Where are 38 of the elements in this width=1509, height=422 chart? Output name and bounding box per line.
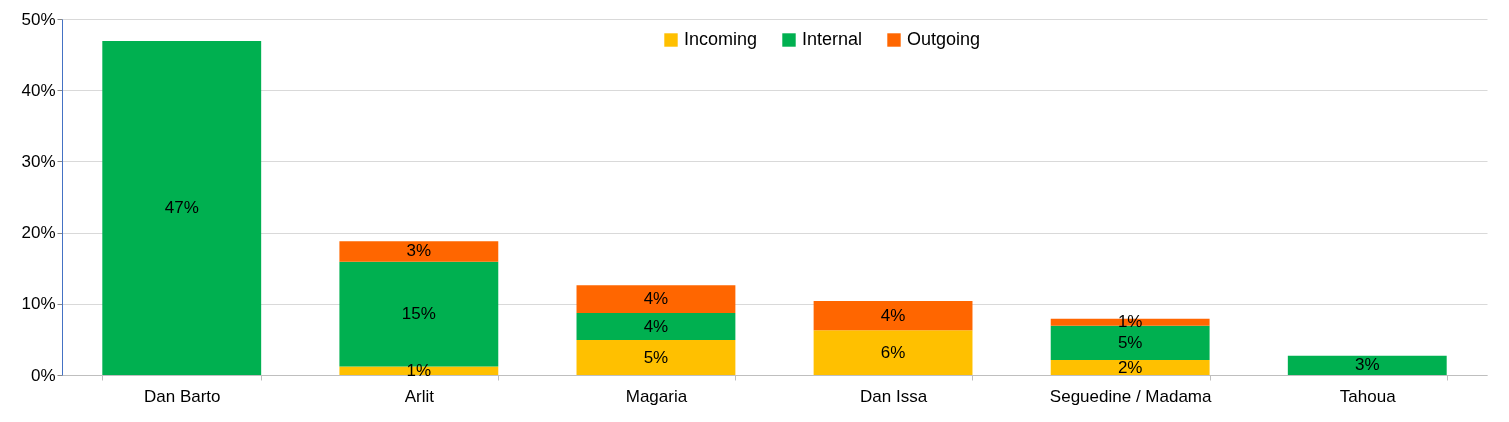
data-label: 4% [880,305,906,325]
data-label: 15% [401,304,436,324]
data-label: 47% [164,198,199,218]
data-label: 6% [880,342,906,362]
bar [1050,360,1210,375]
data-label: 3% [406,241,432,261]
bar [576,313,736,341]
bar [576,340,736,375]
bar [1050,325,1210,361]
legend-label: Outgoing [907,29,981,49]
bar [813,300,973,331]
x-tick-label: Arlit [404,386,435,406]
data-label: 3% [1354,355,1380,375]
data-label: 2% [1117,357,1143,377]
bar [339,241,499,262]
y-tick-label: 10% [21,294,56,314]
y-tick-label: 30% [21,151,56,171]
data-label: 4% [643,289,669,309]
bar [1287,355,1447,375]
data-label: 1% [406,360,432,380]
x-tick-label: Magaria [625,386,688,406]
bar [576,285,736,314]
x-tick-label: Dan Barto [143,386,221,406]
data-label: 5% [1117,332,1143,352]
bar [102,41,262,375]
legend-label: Incoming [684,29,758,49]
y-tick-label: 40% [21,80,56,100]
bar [813,330,973,375]
data-label: 4% [643,316,669,336]
data-label: 5% [643,347,669,367]
x-tick-label: Tahoua [1339,386,1397,406]
x-tick-label: Dan Issa [860,386,928,406]
y-tick-label: 50% [21,9,56,29]
y-tick-label: 20% [21,223,56,243]
legend-label: Internal [802,29,863,49]
x-tick-label: Seguedine / Madama [1049,386,1213,406]
y-tick-label: 0% [30,365,56,385]
bar [339,366,499,375]
